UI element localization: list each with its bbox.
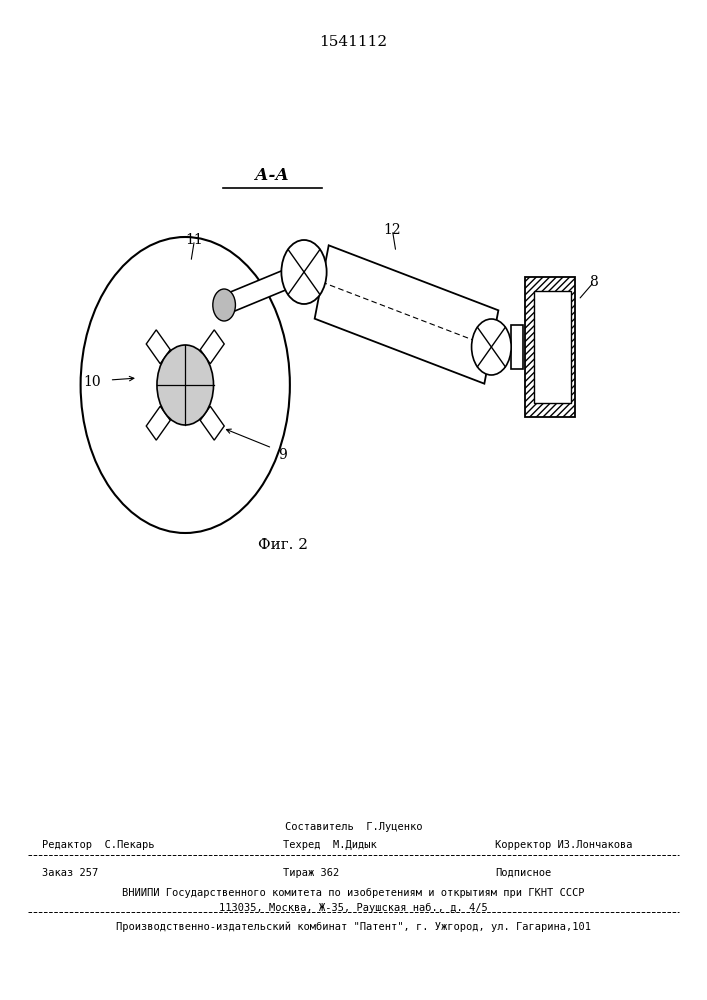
Bar xyxy=(534,291,571,403)
Polygon shape xyxy=(146,406,170,440)
Ellipse shape xyxy=(281,240,327,304)
Polygon shape xyxy=(200,406,224,440)
Polygon shape xyxy=(511,325,523,369)
Bar xyxy=(525,277,575,417)
Text: Подписное: Подписное xyxy=(495,868,551,878)
Text: Корректор И3.Лончакова: Корректор И3.Лончакова xyxy=(495,840,632,850)
Text: Заказ 257: Заказ 257 xyxy=(42,868,99,878)
Text: А-А: А-А xyxy=(255,166,289,184)
Polygon shape xyxy=(222,262,306,315)
Text: Фиг. 2: Фиг. 2 xyxy=(258,538,308,552)
Text: 11: 11 xyxy=(185,233,204,247)
Ellipse shape xyxy=(81,237,290,533)
Ellipse shape xyxy=(213,289,235,321)
Circle shape xyxy=(157,345,214,425)
Text: 12: 12 xyxy=(384,223,401,237)
Polygon shape xyxy=(315,245,498,384)
Text: 9: 9 xyxy=(279,448,287,462)
Text: Редактор  С.Пекарь: Редактор С.Пекарь xyxy=(42,840,155,850)
Text: Тираж 362: Тираж 362 xyxy=(283,868,339,878)
Text: Техред  М.Дидык: Техред М.Дидык xyxy=(283,840,377,850)
Text: 1541112: 1541112 xyxy=(320,35,387,49)
Polygon shape xyxy=(146,330,170,364)
Text: ВНИИПИ Государственного комитета по изобретениям и открытиям при ГКНТ СССР: ВНИИПИ Государственного комитета по изоб… xyxy=(122,888,585,898)
Text: 8: 8 xyxy=(590,275,598,289)
Text: 113035, Москва, Ж-35, Раушская наб., д. 4/5: 113035, Москва, Ж-35, Раушская наб., д. … xyxy=(219,903,488,913)
Polygon shape xyxy=(200,330,224,364)
Text: 10: 10 xyxy=(83,375,100,389)
Text: Составитель  Г.Луценко: Составитель Г.Луценко xyxy=(285,822,422,832)
Ellipse shape xyxy=(472,319,511,375)
Text: Производственно-издательский комбинат "Патент", г. Ужгород, ул. Гагарина,101: Производственно-издательский комбинат "П… xyxy=(116,922,591,932)
